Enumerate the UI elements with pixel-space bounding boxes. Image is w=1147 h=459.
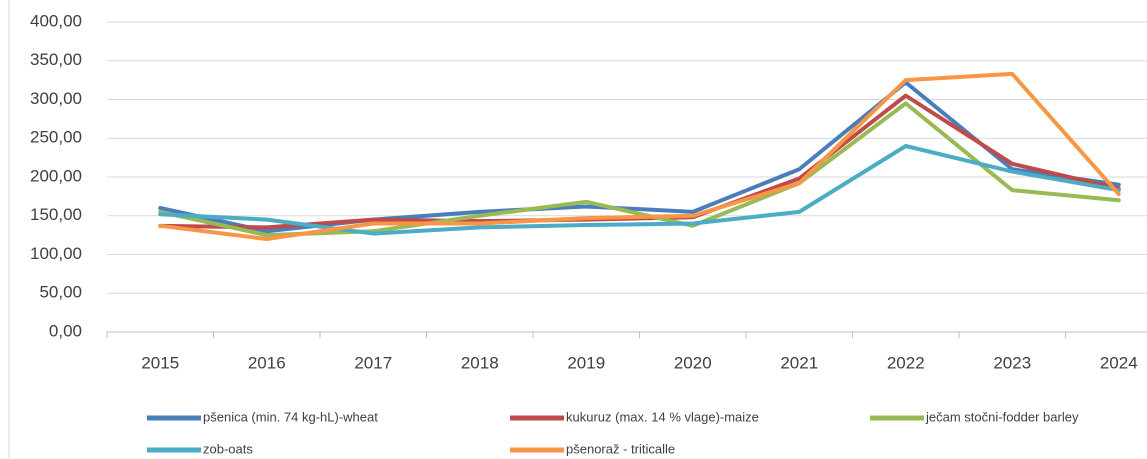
y-tick-label: 350,00 <box>30 50 82 69</box>
legend-label: zob-oats <box>203 441 253 456</box>
x-tick-label: 2018 <box>461 353 499 372</box>
x-tick-label: 2017 <box>354 353 392 372</box>
y-tick-label: 50,00 <box>39 283 82 302</box>
legend-label: pšenoraž - triticalle <box>566 441 675 456</box>
y-tick-label: 150,00 <box>30 205 82 224</box>
x-tick-label: 2020 <box>674 353 712 372</box>
y-tick-label: 300,00 <box>30 89 82 108</box>
y-tick-label: 400,00 <box>30 11 82 30</box>
x-tick-label: 2021 <box>780 353 818 372</box>
series-line <box>158 71 1121 241</box>
y-tick-label: 100,00 <box>30 244 82 263</box>
y-tick-label: 250,00 <box>30 128 82 147</box>
legend-label: pšenica (min. 74 kg-hL)-wheat <box>203 409 378 424</box>
y-tick-label: 200,00 <box>30 166 82 185</box>
x-tick-label: 2015 <box>141 353 179 372</box>
x-tick-label: 2019 <box>567 353 605 372</box>
series-line <box>158 144 1121 236</box>
legend-label: ječam stočni-fodder barley <box>925 409 1079 424</box>
series-line <box>158 80 1121 234</box>
x-tick-label: 2023 <box>993 353 1031 372</box>
x-tick-label: 2016 <box>248 353 286 372</box>
x-tick-label: 2022 <box>887 353 925 372</box>
x-tick-label: 2024 <box>1100 353 1138 372</box>
y-tick-label: 0,00 <box>49 321 82 340</box>
legend-label: kukuruz (max. 14 % vlage)-maize <box>566 409 759 424</box>
